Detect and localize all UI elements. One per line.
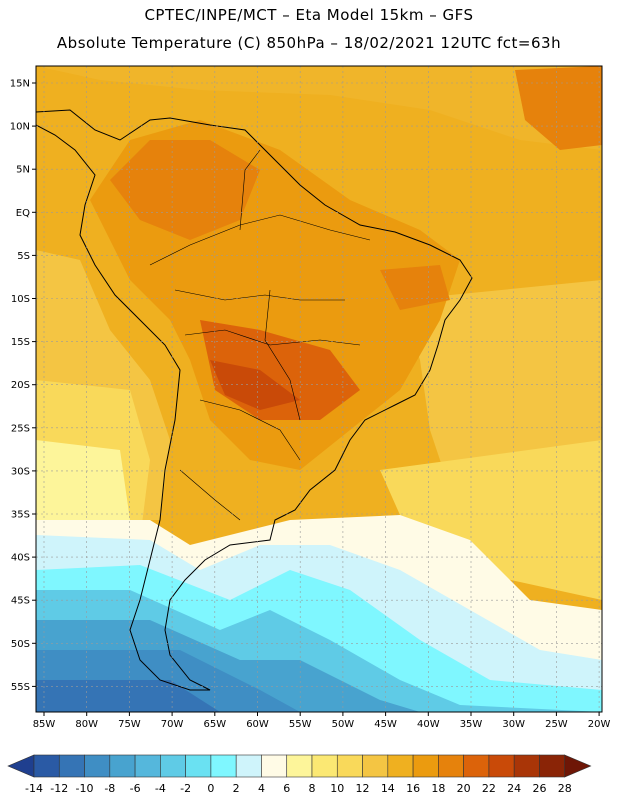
temperature-field [36, 66, 602, 712]
colorbar-swatch [109, 754, 136, 778]
lat-tick-label: 55S [11, 682, 30, 693]
colorbar-swatch [134, 754, 161, 778]
lon-tick-label: 85W [33, 719, 56, 730]
colorbar-swatch [235, 754, 262, 778]
colorbar-swatch [185, 754, 212, 778]
colorbar: -14 -12 -10 -8 -6 -4 -2 0 2 4 6 8 10 12 14 16 18 20 22 24 26… [7, 754, 592, 795]
latitude-labels: 15N 10N 5N EQ 5S 10S 15S 20S 25S 30S 35S 40S 45S 50S 5… [10, 79, 36, 693]
map-title-line1: CPTEC/INPE/MCT – Eta Model 15km – GFS [144, 6, 474, 24]
colorbar-label: 28 [558, 782, 572, 795]
colorbar-label: 4 [258, 782, 265, 795]
lon-tick-label: 70W [161, 719, 184, 730]
colorbar-swatch [513, 754, 540, 778]
colorbar-arrow-low [7, 754, 35, 778]
colorbar-swatch [261, 754, 288, 778]
colorbar-swatch [210, 754, 237, 778]
country-borders [149, 149, 371, 521]
colorbar-label: -6 [130, 782, 141, 795]
colorbar-label: 16 [406, 782, 420, 795]
colorbar-label: -10 [76, 782, 94, 795]
colorbar-label: -4 [155, 782, 166, 795]
lat-tick-label: 5S [17, 251, 30, 262]
colorbar-swatch [412, 754, 439, 778]
colorbar-label: -14 [25, 782, 43, 795]
colorbar-swatch [311, 754, 338, 778]
colorbar-label: -2 [180, 782, 191, 795]
colorbar-label: 22 [482, 782, 496, 795]
colorbar-swatch [33, 754, 60, 778]
lon-tick-label: 20W [588, 719, 611, 730]
colorbar-swatch [336, 754, 363, 778]
map-title-line2: Absolute Temperature (C) 850hPa – 18/02/… [56, 34, 562, 52]
lon-tick-label: 55W [289, 719, 312, 730]
lat-tick-label: 5N [16, 165, 30, 176]
lat-tick-label: 10N [10, 122, 30, 133]
lon-tick-label: 50W [332, 719, 355, 730]
coastline [36, 109, 473, 691]
colorbar-swatch [488, 754, 515, 778]
lat-tick-label: 50S [11, 639, 30, 650]
lat-tick-label: EQ [16, 208, 30, 219]
colorbar-swatch [438, 754, 464, 778]
lat-tick-label: 30S [11, 466, 30, 477]
lon-tick-label: 45W [374, 719, 397, 730]
lat-tick-label: 25S [11, 423, 30, 434]
lon-tick-label: 35W [460, 719, 483, 730]
colorbar-label: 24 [507, 782, 521, 795]
colorbar-swatch [539, 754, 566, 778]
lon-tick-label: 75W [118, 719, 141, 730]
colorbar-label: -8 [104, 782, 115, 795]
lon-tick-label: 40W [417, 719, 440, 730]
colorbar-swatch [58, 754, 85, 778]
colorbar-label: 18 [431, 782, 445, 795]
colorbar-arrow-high [564, 754, 592, 778]
colorbar-label: 20 [457, 782, 471, 795]
lon-tick-label: 60W [246, 719, 269, 730]
lon-tick-label: 65W [203, 719, 226, 730]
colorbar-label: 0 [207, 782, 214, 795]
lat-tick-label: 35S [11, 510, 30, 521]
colorbar-swatch [286, 754, 313, 778]
colorbar-swatch [84, 754, 111, 778]
colorbar-label: -12 [50, 782, 68, 795]
lat-tick-label: 20S [11, 380, 30, 391]
colorbar-label: 14 [381, 782, 395, 795]
colorbar-label: 26 [532, 782, 546, 795]
colorbar-swatch [387, 754, 414, 778]
colorbar-label: 10 [330, 782, 344, 795]
longitude-labels: 85W 80W 75W 70W 65W 60W 55W 50W 45W 40W 35W 30W 25W 2… [33, 712, 611, 730]
colorbar-label: 6 [283, 782, 290, 795]
colorbar-swatch [362, 754, 389, 778]
lon-tick-label: 30W [502, 719, 525, 730]
colorbar-label: 12 [356, 782, 370, 795]
map-frame [35, 65, 603, 713]
lat-tick-label: 15N [10, 79, 30, 90]
colorbar-label: 2 [233, 782, 240, 795]
lon-tick-label: 80W [75, 719, 98, 730]
colorbar-swatch [463, 754, 490, 778]
lat-tick-label: 15S [11, 337, 30, 348]
colorbar-label: 8 [309, 782, 316, 795]
graticule [36, 66, 602, 712]
lat-tick-label: 10S [11, 294, 30, 305]
lat-tick-label: 40S [11, 553, 30, 564]
lat-tick-label: 45S [11, 596, 30, 607]
colorbar-swatch [160, 754, 186, 778]
lon-tick-label: 25W [545, 719, 568, 730]
